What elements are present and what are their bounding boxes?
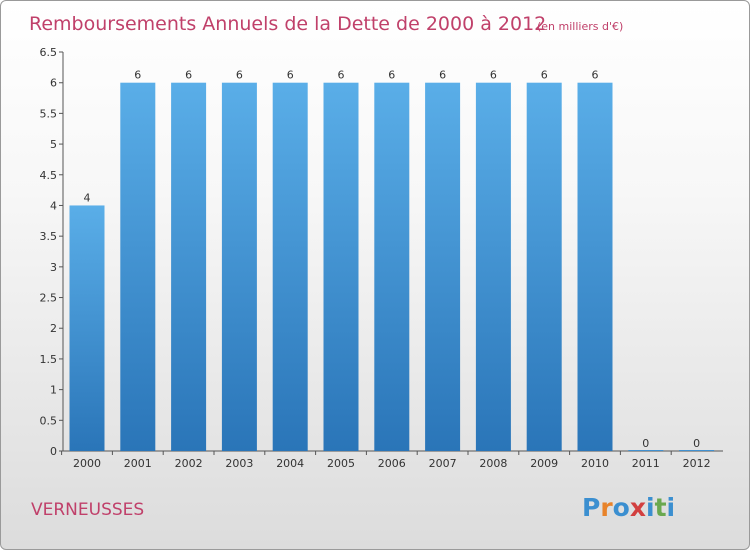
y-tick-label: 4 <box>50 199 57 212</box>
logo-letter: P <box>582 493 600 522</box>
x-tick-label-2012: 2012 <box>683 457 711 470</box>
x-tick-label-2010: 2010 <box>581 457 609 470</box>
x-tick-label-2006: 2006 <box>378 457 406 470</box>
bar-2006 <box>374 82 410 451</box>
y-tick-label: 1 <box>50 384 57 397</box>
value-label-2002: 6 <box>185 69 192 82</box>
value-label-2011: 0 <box>642 437 649 450</box>
value-label-2007: 6 <box>439 69 446 82</box>
logo-letter: o <box>613 493 630 522</box>
bar-2012 <box>679 450 715 451</box>
x-tick-label-2000: 2000 <box>73 457 101 470</box>
value-label-2005: 6 <box>338 69 345 82</box>
value-label-2012: 0 <box>693 437 700 450</box>
proxiti-logo: Proxiti <box>582 493 675 522</box>
value-label-2008: 6 <box>490 69 497 82</box>
x-tick-label-2004: 2004 <box>276 457 304 470</box>
bar-2011 <box>628 450 664 451</box>
bar-2010 <box>577 82 613 451</box>
y-tick-label: 2 <box>50 322 57 335</box>
value-label-2003: 6 <box>236 69 243 82</box>
y-tick-label: 0.5 <box>40 414 58 427</box>
logo-letter: r <box>600 493 613 522</box>
axes: 0 0.5 1 1.5 2 2.5 3 3.5 4 4.5 5 5.5 6 6.5 2000 2001 2002… <box>40 46 723 470</box>
bar-2004 <box>272 82 308 451</box>
y-tick-label: 2.5 <box>40 292 58 305</box>
x-tick-label-2007: 2007 <box>429 457 457 470</box>
x-tick-label-2011: 2011 <box>632 457 660 470</box>
bar-2005 <box>323 82 359 451</box>
bar-2003 <box>221 82 257 451</box>
value-label-2010: 6 <box>592 69 599 82</box>
logo-letter: i <box>667 493 676 522</box>
value-label-2009: 6 <box>541 69 548 82</box>
y-tick-label: 3 <box>50 261 57 274</box>
y-tick-label: 5.5 <box>40 107 58 120</box>
bar-2008 <box>475 82 511 451</box>
bars: 4 6 6 6 6 6 6 6 6 6 6 0 0 <box>69 69 715 451</box>
logo-letter: i <box>646 493 655 522</box>
y-tick-label: 3.5 <box>40 230 58 243</box>
value-label-2006: 6 <box>388 69 395 82</box>
value-label-2000: 4 <box>84 191 91 204</box>
y-tick-label: 0 <box>50 445 57 458</box>
bar-2002 <box>171 82 207 451</box>
bar-2001 <box>120 82 156 451</box>
y-tick-label: 1.5 <box>40 353 58 366</box>
commune-name: VERNEUSSES <box>31 500 144 520</box>
y-tick-label: 5 <box>50 138 57 151</box>
chart-subtitle: (en milliers d'€) <box>537 20 623 33</box>
x-tick-label-2002: 2002 <box>175 457 203 470</box>
bar-2007 <box>425 82 461 451</box>
x-tick-label-2001: 2001 <box>124 457 152 470</box>
bar-2009 <box>526 82 562 451</box>
bar-2000 <box>69 205 105 451</box>
value-label-2001: 6 <box>134 69 141 82</box>
y-tick-label: 4.5 <box>40 169 58 182</box>
y-tick-label: 6.5 <box>40 46 58 59</box>
x-tick-label-2005: 2005 <box>327 457 355 470</box>
logo-letter: x <box>630 493 646 522</box>
chart-title: Remboursements Annuels de la Dette de 20… <box>29 13 546 35</box>
logo-letter: t <box>655 493 667 522</box>
y-tick-label: 6 <box>50 77 57 90</box>
value-label-2004: 6 <box>287 69 294 82</box>
x-tick-label-2009: 2009 <box>530 457 558 470</box>
x-tick-label-2008: 2008 <box>479 457 507 470</box>
x-tick-label-2003: 2003 <box>225 457 253 470</box>
